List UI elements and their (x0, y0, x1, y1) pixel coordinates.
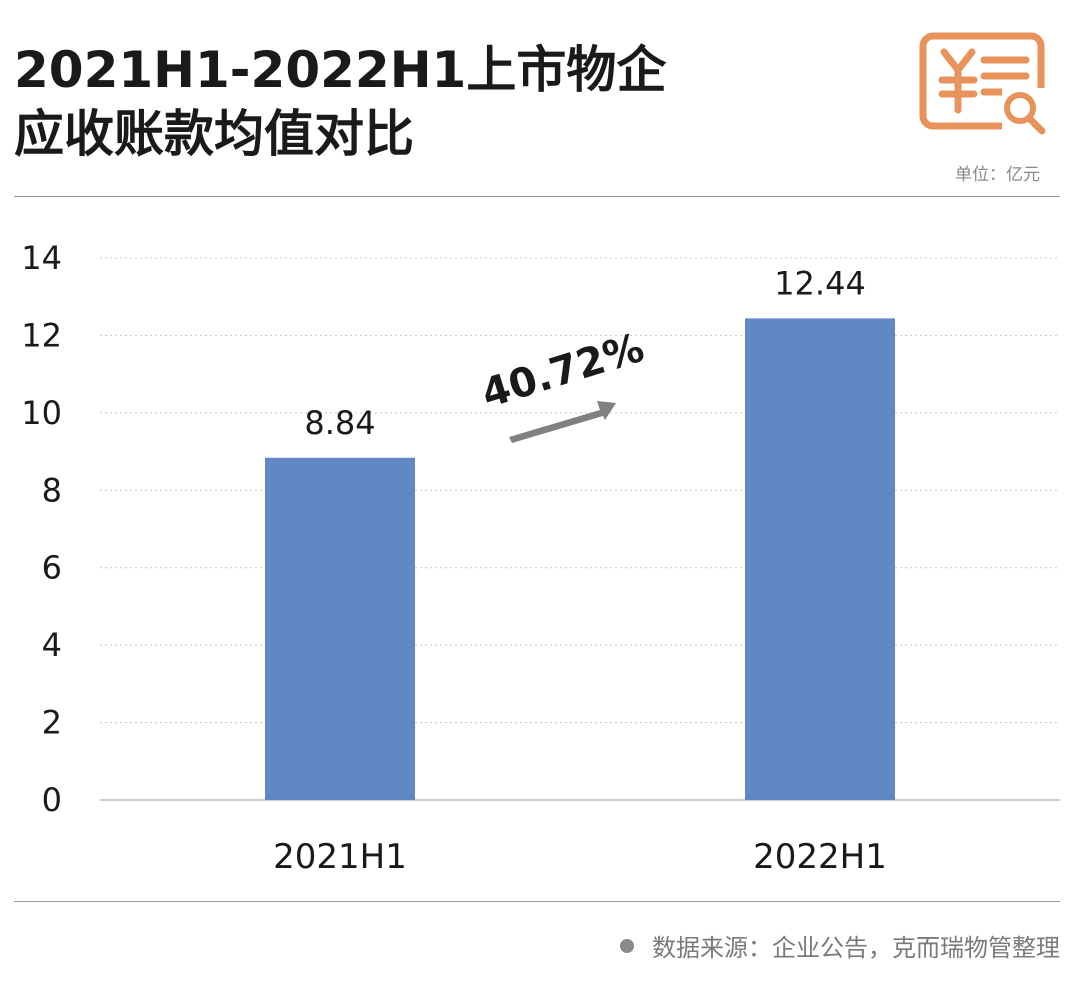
growth-arrow-icon (509, 401, 616, 443)
y-tick-label: 6 (42, 549, 62, 587)
y-tick-label: 14 (21, 239, 62, 277)
y-tick-label: 4 (42, 626, 62, 664)
bar (745, 318, 895, 800)
invoice-search-icon (919, 32, 1046, 135)
title-line-2: 应收账款均值对比 (14, 105, 414, 163)
bar (265, 457, 415, 800)
header-divider (14, 196, 1060, 197)
data-label: 8.84 (304, 404, 375, 442)
y-axis-ticks: 0 2 4 6 8 10 12 14 (21, 239, 62, 819)
growth-annotation: 40.72% (476, 325, 649, 443)
y-tick-label: 12 (21, 316, 62, 354)
data-label: 12.44 (774, 264, 866, 302)
source-note: 数据来源：企业公告，克而瑞物管整理 (620, 928, 1060, 963)
bars (265, 318, 895, 800)
data-labels: 8.84 12.44 (304, 264, 865, 441)
x-tick-label: 2022H1 (753, 837, 887, 877)
y-tick-label: 0 (42, 781, 62, 819)
bullet-dot-icon (620, 938, 634, 953)
growth-percent-label: 40.72% (476, 325, 649, 418)
y-tick-label: 2 (42, 704, 62, 742)
y-tick-label: 10 (21, 394, 62, 432)
chart-title: 2021H1-2022H1上市物企 应收账款均值对比 (14, 38, 666, 166)
x-axis-ticks: 2021H1 2022H1 (273, 837, 887, 877)
x-tick-label: 2021H1 (273, 837, 407, 877)
y-tick-label: 8 (42, 471, 62, 509)
unit-label: 单位：亿元 (955, 165, 1040, 185)
grid-lines (100, 257, 1060, 801)
footer-divider (14, 901, 1060, 902)
title-line-1: 2021H1-2022H1上市物企 (14, 41, 667, 99)
source-text: 数据来源：企业公告，克而瑞物管整理 (652, 934, 1060, 962)
